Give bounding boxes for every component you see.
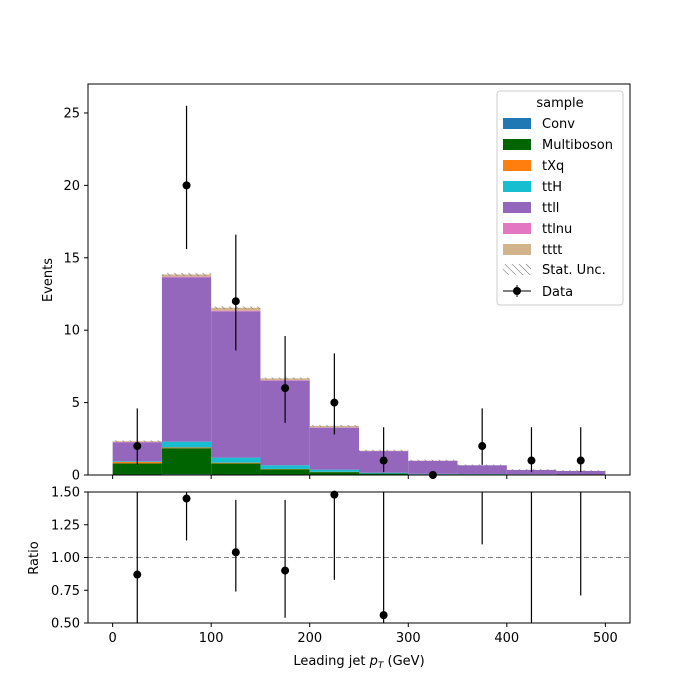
legend-label-data: Data <box>542 285 573 300</box>
data-point-1 <box>182 181 191 190</box>
bar-txq-bin-2 <box>211 462 261 464</box>
legend-swatch-stat-unc <box>503 264 531 275</box>
bar-ttll-bin-9 <box>556 470 606 475</box>
bar-tth-bin-4 <box>309 469 359 472</box>
stat-unc-bin-7 <box>457 464 507 467</box>
data-point-8 <box>527 456 536 465</box>
stat-unc-bin-6 <box>408 459 458 462</box>
bar-multiboson-bin-5 <box>359 473 409 475</box>
data-point-2 <box>231 297 240 306</box>
data-point-4 <box>330 398 339 407</box>
data-point-0 <box>133 442 142 451</box>
ratio-y-axis-label: Ratio <box>27 541 42 574</box>
bar-tth-bin-2 <box>211 457 261 463</box>
main-y-tick-label-0: 0 <box>72 469 80 484</box>
stat-unc-bin-1 <box>161 272 212 277</box>
main-y-tick-label-15: 15 <box>63 251 80 266</box>
main-y-tick-label-20: 20 <box>63 179 80 194</box>
x-tick-label-100: 100 <box>199 631 224 646</box>
main-y-axis-label: Events <box>41 258 56 302</box>
legend-label-txq: tXq <box>542 159 564 174</box>
bar-tth-bin-5 <box>359 472 409 474</box>
ratio-point-2 <box>231 548 240 557</box>
bar-ttll-bin-1 <box>161 277 212 442</box>
ratio-point-0 <box>133 570 142 579</box>
ratio-point-1 <box>182 494 191 503</box>
legend-label-ttll: ttll <box>542 201 559 216</box>
legend-swatch-conv <box>503 118 531 129</box>
bar-tth-bin-1 <box>161 441 212 448</box>
bar-ttll-bin-4 <box>309 427 359 470</box>
bar-multiboson-bin-3 <box>260 469 310 475</box>
x-axis-label: Leading jet pT (GeV) <box>293 654 424 671</box>
bar-multiboson-bin-4 <box>309 472 359 475</box>
legend-label-stat-unc: Stat. Unc. <box>542 263 606 278</box>
legend-entry-data: Data <box>503 285 573 300</box>
ratio-y-tick-label-0.50: 0.50 <box>51 617 80 632</box>
legend-label-multiboson: Multiboson <box>542 138 613 153</box>
bar-multiboson-bin-2 <box>211 463 261 475</box>
x-tick-label-400: 400 <box>494 631 519 646</box>
data-point-5 <box>379 456 388 465</box>
ratio-y-tick-label-1.00: 1.00 <box>51 551 80 566</box>
ratio-y-tick-label-0.75: 0.75 <box>51 584 80 599</box>
x-tick-label-300: 300 <box>396 631 421 646</box>
legend-title: sample <box>536 96 583 111</box>
ratio-y-tick-label-1.50: 1.50 <box>51 486 80 501</box>
legend-swatch-multiboson <box>503 139 531 150</box>
main-y-tick-label-5: 5 <box>72 396 80 411</box>
data-point-3 <box>281 384 290 393</box>
bar-ttll-bin-7 <box>457 465 507 474</box>
bar-multiboson-bin-0 <box>112 463 162 475</box>
ratio-x-axis-ticks: 0 100 200 300 400 500 <box>108 623 618 646</box>
bar-txq-bin-1 <box>161 447 212 449</box>
legend-entries: Conv Multiboson tXq ttH ttll ttlnu tttt <box>503 117 613 258</box>
ratio-y-axis-ticks: 0.50 0.75 1.00 1.25 1.50 <box>51 486 88 632</box>
main-y-tick-label-10: 10 <box>63 324 80 339</box>
legend-swatch-tttt <box>503 244 531 255</box>
legend-label-ttlnu: ttlnu <box>542 222 572 237</box>
ratio-point-5 <box>379 611 388 620</box>
legend-entry-stat-unc: Stat. Unc. <box>503 263 606 278</box>
legend-swatch-tth <box>503 181 531 192</box>
x-tick-label-0: 0 <box>108 631 116 646</box>
bar-ttlnu-bin-1 <box>161 276 212 278</box>
legend-label-tttt: tttt <box>542 243 562 258</box>
main-x-axis-ticks <box>112 475 606 479</box>
legend-swatch-ttll <box>503 202 531 213</box>
legend-label-conv: Conv <box>542 117 575 132</box>
data-point-9 <box>576 456 585 465</box>
legend-swatch-txq <box>503 160 531 171</box>
legend-swatch-ttlnu <box>503 223 531 234</box>
main-panel: 0 5 10 15 20 25 Events sample Conv Multiboson t… <box>41 83 631 484</box>
main-y-tick-label-25: 25 <box>63 106 80 121</box>
ratio-point-4 <box>330 490 339 499</box>
main-y-axis-ticks: 0 5 10 15 20 25 <box>63 106 88 484</box>
legend: sample Conv Multiboson tXq ttH ttll ttlnu tttt… <box>496 90 624 306</box>
bar-tth-bin-3 <box>260 465 310 469</box>
bar-multiboson-bin-1 <box>161 448 212 475</box>
stacked-histogram <box>112 274 606 475</box>
x-tick-label-500: 500 <box>593 631 618 646</box>
ratio-y-tick-label-1.25: 1.25 <box>51 518 80 533</box>
ratio-point-3 <box>281 566 290 575</box>
legend-label-tth: ttH <box>542 180 562 195</box>
ratio-points <box>133 490 582 623</box>
bar-ttll-bin-6 <box>408 460 458 474</box>
main-plot-frame <box>87 83 631 476</box>
data-points <box>133 105 585 479</box>
legend-data-marker <box>513 287 521 295</box>
data-point-7 <box>478 442 487 451</box>
ratio-panel: 0.50 0.75 1.00 1.25 1.50 0 100 200 300 400 500 Ra… <box>27 486 631 671</box>
x-tick-label-200: 200 <box>297 631 322 646</box>
